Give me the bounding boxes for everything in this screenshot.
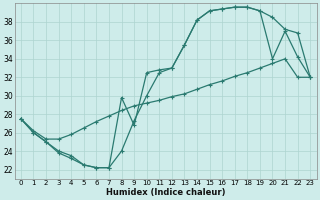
X-axis label: Humidex (Indice chaleur): Humidex (Indice chaleur) <box>106 188 225 197</box>
